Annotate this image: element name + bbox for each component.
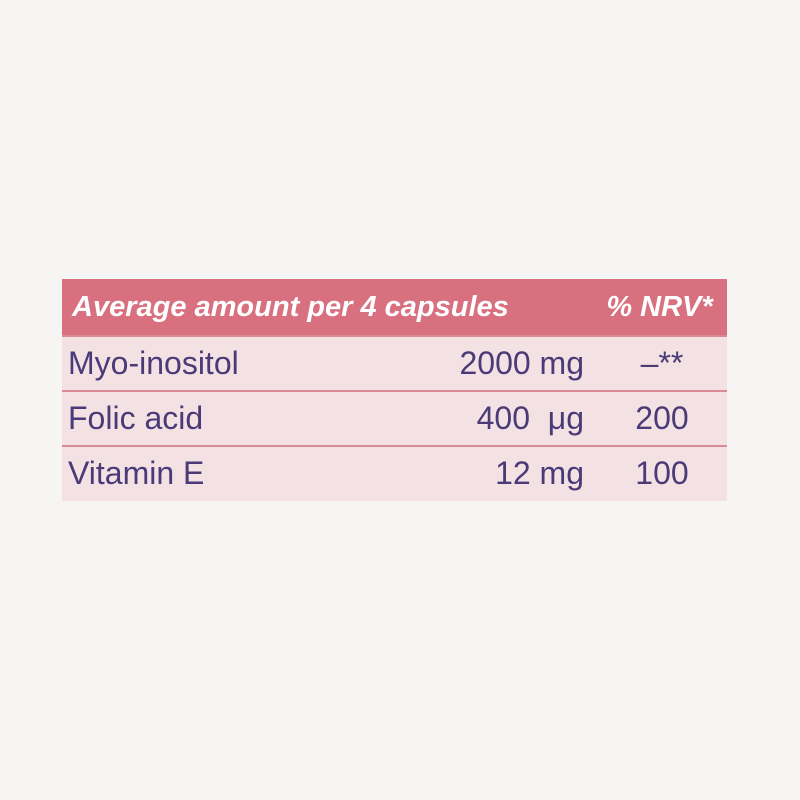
nutrient-nrv: 100 (635, 455, 689, 491)
nutrient-nrv: –** (640, 345, 684, 381)
nutrient-name: Myo-inositol (68, 345, 239, 381)
table-row: Vitamin E 12 mg 100 (62, 445, 727, 500)
nutrient-amount: 2000 mg (459, 345, 584, 381)
nutrient-nrv: 200 (635, 400, 689, 436)
table-header: Average amount per 4 capsules % NRV* (62, 279, 727, 335)
header-cell: % NRV* (606, 290, 713, 323)
nutrient-name: Folic acid (68, 400, 204, 436)
nutrient-name: Vitamin E (68, 455, 205, 491)
nutrition-table: Average amount per 4 capsules % NRV* Myo… (62, 279, 727, 501)
header-cell: Average amount per 4 capsules (72, 290, 509, 323)
table-row: Folic acid 400 μg 200 (62, 390, 727, 445)
nutrient-amount: 12 mg (495, 455, 584, 491)
table-row: Myo-inositol 2000 mg –** (62, 335, 727, 390)
nutrient-amount: 400 μg (476, 400, 584, 436)
